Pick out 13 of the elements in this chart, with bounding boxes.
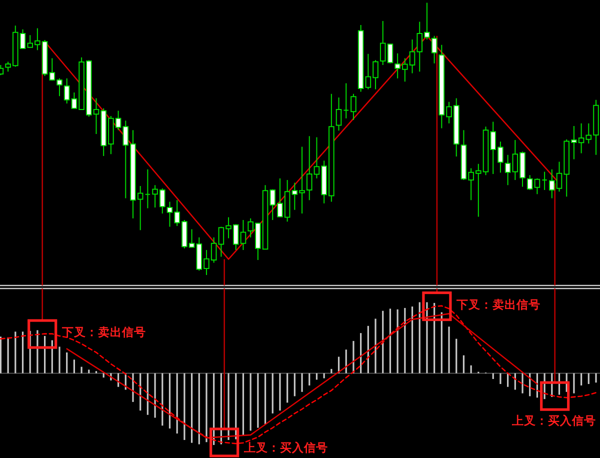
candlestick [343, 82, 350, 119]
candlestick [350, 93, 356, 121]
annotation: 上叉：买入信号 [242, 440, 328, 454]
annotation: 上叉：买入信号 [511, 414, 596, 428]
candlestick [358, 24, 364, 92]
candlestick [144, 168, 151, 209]
candlestick [504, 154, 511, 186]
candlestick [336, 96, 342, 132]
candlestick [64, 78, 70, 104]
candlestick [431, 35, 438, 64]
annotation: 下叉：卖出信号 [60, 325, 146, 340]
annotation: 下叉：卖出信号 [455, 297, 540, 312]
candlestick [542, 171, 548, 191]
